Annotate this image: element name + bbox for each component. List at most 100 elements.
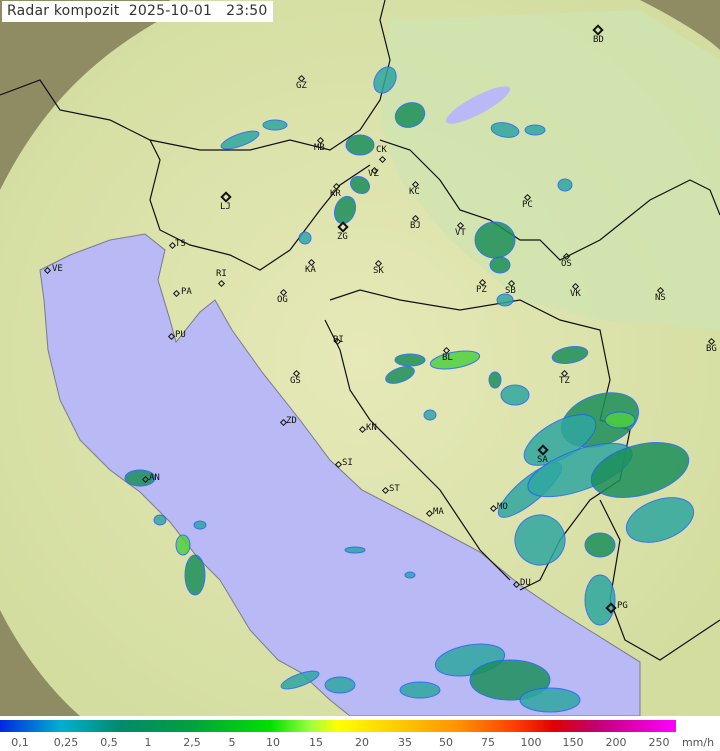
radar-map bbox=[0, 0, 720, 716]
radar-echo bbox=[345, 134, 375, 156]
legend-label: 15 bbox=[309, 736, 323, 749]
radar-echo bbox=[262, 119, 288, 131]
radar-echo bbox=[625, 497, 695, 543]
radar-echo bbox=[429, 350, 481, 370]
title-bar: Radar kompozit 2025-10-01 23:50 bbox=[2, 1, 274, 22]
radar-echo bbox=[394, 102, 426, 128]
legend-label: 35 bbox=[398, 736, 412, 749]
city-label: MA bbox=[433, 507, 444, 517]
radar-echo bbox=[349, 175, 371, 195]
adriatic-sea bbox=[39, 233, 641, 716]
city-label: KC bbox=[409, 187, 420, 197]
radar-echo bbox=[524, 124, 546, 136]
city-label: ZG bbox=[337, 232, 348, 242]
radar-echo bbox=[399, 681, 441, 699]
city-label: BD bbox=[593, 35, 604, 45]
radar-echoes bbox=[124, 66, 695, 713]
title-time: 23:50 bbox=[226, 3, 268, 19]
city-label: LJ bbox=[220, 202, 231, 212]
city-label: GS bbox=[290, 376, 301, 386]
city-label: RI bbox=[216, 269, 227, 279]
city-label: VE bbox=[52, 264, 63, 274]
city-label: PZ bbox=[476, 285, 487, 295]
city-label: CK bbox=[376, 145, 387, 155]
radar-echo bbox=[469, 659, 551, 701]
legend-label: 100 bbox=[520, 736, 542, 749]
radar-echo bbox=[584, 574, 616, 626]
radar-echo bbox=[604, 411, 636, 429]
legend-label: 20 bbox=[355, 736, 369, 749]
legend-label: 250 bbox=[648, 736, 670, 749]
radar-echo bbox=[500, 384, 530, 406]
radar-echo bbox=[193, 520, 207, 530]
legend-label: 2,5 bbox=[183, 736, 201, 749]
radar-echo bbox=[590, 442, 690, 498]
radar-echo bbox=[394, 353, 426, 367]
city-label: KR bbox=[330, 189, 341, 199]
city-label: TZ bbox=[559, 376, 570, 386]
city-label: SK bbox=[373, 266, 384, 276]
legend-label: 5 bbox=[228, 736, 236, 749]
legend-label: 0,5 bbox=[100, 736, 118, 749]
city-label: KN bbox=[366, 423, 377, 433]
city-label: VT bbox=[455, 228, 466, 238]
city-label: BI bbox=[333, 335, 344, 345]
legend-label: 50 bbox=[439, 736, 453, 749]
radar-echo bbox=[373, 66, 397, 94]
radar-echo bbox=[404, 571, 416, 579]
city-label: MO bbox=[497, 502, 508, 512]
city-label: SI bbox=[342, 458, 353, 468]
city-label: PU bbox=[175, 330, 186, 340]
radar-echo bbox=[557, 178, 573, 192]
city-label: PA bbox=[181, 287, 192, 297]
city-label: BL bbox=[442, 353, 453, 363]
radar-echo bbox=[519, 687, 581, 713]
radar-echo bbox=[423, 409, 437, 421]
legend-label: 0,25 bbox=[53, 736, 79, 749]
radar-echo bbox=[551, 346, 589, 364]
city-label: OS bbox=[561, 259, 572, 269]
legend-label: 200 bbox=[605, 736, 627, 749]
city-label: SA bbox=[537, 455, 548, 465]
city-label: AN bbox=[149, 473, 160, 483]
legend-label: 0,1 bbox=[11, 736, 29, 749]
radar-echo bbox=[333, 195, 357, 225]
title-text: Radar kompozit bbox=[7, 3, 120, 19]
radar-echo bbox=[280, 670, 320, 690]
radar-echo bbox=[584, 532, 616, 558]
legend-labels: 0,1 0,25 0,5 1 2,5 5 10 15 20 35 50 75 100 150 200 250 m… bbox=[0, 736, 720, 751]
city-label: KA bbox=[305, 265, 316, 275]
legend-label: 150 bbox=[562, 736, 584, 749]
legend-label: 1 bbox=[144, 736, 152, 749]
title-date: 2025-10-01 bbox=[128, 3, 213, 19]
city-label: TS bbox=[175, 239, 186, 249]
city-label: BJ bbox=[410, 221, 421, 231]
radar-echo bbox=[298, 231, 312, 245]
radar-echo bbox=[496, 293, 514, 307]
radar-echo bbox=[385, 366, 415, 384]
lake-balaton bbox=[445, 86, 511, 124]
radar-echo bbox=[124, 469, 156, 487]
radar-echo bbox=[488, 371, 502, 389]
radar-echo bbox=[153, 514, 167, 526]
hungary-plain bbox=[380, 10, 720, 330]
city-label: GZ bbox=[296, 81, 307, 91]
radar-echo bbox=[175, 534, 191, 556]
city-label: PC bbox=[522, 200, 533, 210]
city-label: NS bbox=[655, 293, 666, 303]
radar-echo bbox=[324, 676, 356, 694]
radar-echo bbox=[344, 546, 366, 554]
city-label: PG bbox=[617, 601, 628, 611]
city-label: MB bbox=[314, 143, 325, 153]
radar-echo bbox=[514, 514, 566, 566]
legend-label: 10 bbox=[266, 736, 280, 749]
city-label: ZD bbox=[286, 416, 297, 426]
city-label: OG bbox=[277, 295, 288, 305]
city-label: ST bbox=[389, 484, 400, 494]
city-label: SB bbox=[505, 286, 516, 296]
legend-unit: mm/h bbox=[681, 736, 715, 749]
radar-echo bbox=[184, 554, 206, 596]
city-label: DU bbox=[520, 578, 531, 588]
radar-echo bbox=[490, 122, 520, 138]
